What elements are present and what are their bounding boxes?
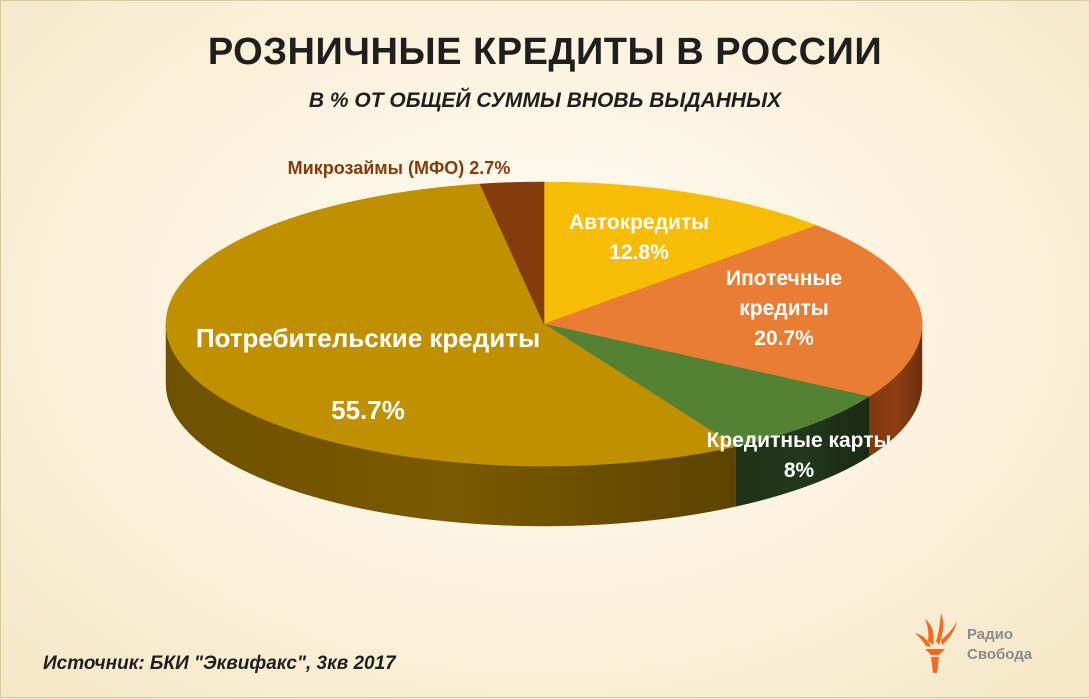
slice-label-text: Микрозаймы (МФО) 2.7%	[288, 158, 511, 178]
pie-slice-4	[479, 181, 545, 325]
logo-line-1: Радио	[967, 626, 1014, 643]
logo-line-2: Свобода	[967, 646, 1033, 663]
chart-subtitle: В % ОТ ОБЩЕЙ СУММЫ ВНОВЬ ВЫДАННЫХ	[308, 89, 782, 112]
slice-label-0: Автокредиты 12.8%	[569, 211, 709, 264]
pie-labels: Автокредиты 12.8% Ипотечные кредиты 20.7% Кре…	[196, 158, 892, 482]
pie-side-shade-3	[166, 324, 736, 526]
slice-label-4: Микрозаймы (МФО) 2.7%	[288, 158, 511, 178]
pie-side-shade-2	[735, 396, 869, 507]
pie-slice-2	[543, 323, 870, 447]
pie-slice-1	[542, 225, 923, 397]
slice-label-1: Ипотечные кредиты 20.7%	[726, 267, 842, 350]
pie-side-shade-1	[868, 324, 922, 457]
slice-value-label: 20.7%	[754, 327, 814, 350]
slice-category-label: Кредитные карты	[707, 429, 892, 452]
pie-tops	[165, 181, 923, 467]
torch-icon	[915, 613, 957, 673]
slice-value-label: 12.8%	[609, 241, 669, 264]
slice-label-3: Потребительские кредиты 55.7%	[196, 323, 540, 425]
pie-slice-0	[543, 181, 818, 325]
source-note: Источник: БКИ "Эквифакс", 3кв 2017	[43, 653, 396, 674]
pie-slice-3	[165, 183, 737, 467]
slice-label-2: Кредитные карты 8%	[707, 429, 892, 482]
slice-category-label: кредиты	[739, 297, 828, 320]
slice-category-label: Автокредиты	[569, 211, 709, 234]
chart-title: РОЗНИЧНЫЕ КРЕДИТЫ В РОССИИ	[207, 31, 883, 73]
logo-text: Радио Свобода	[967, 625, 1032, 665]
slice-value-label: 55.7%	[331, 395, 405, 425]
pie-sides	[165, 323, 923, 527]
slice-value-label: 8%	[784, 459, 815, 482]
slice-category-label: Ипотечные	[726, 267, 842, 290]
slice-category-label: Потребительские кредиты	[196, 323, 540, 353]
radio-svoboda-logo: Радио Свобода	[911, 611, 1061, 681]
